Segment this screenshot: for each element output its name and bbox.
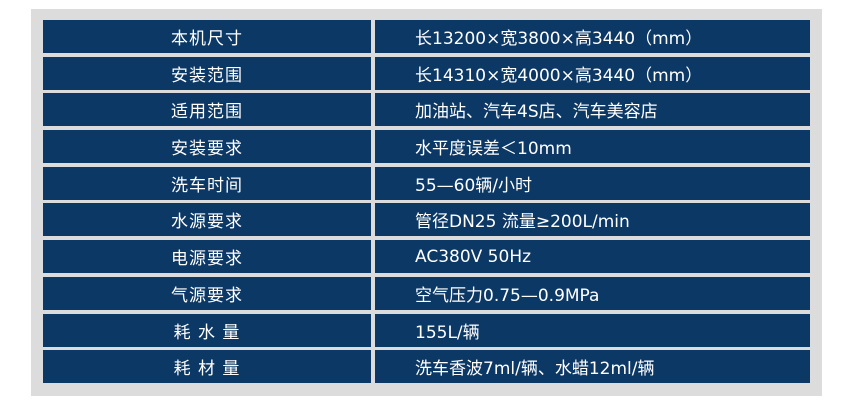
- spec-label: 洗车时间: [43, 166, 371, 200]
- spec-value: AC380V 50Hz: [375, 240, 810, 274]
- spec-label: 安装要求: [43, 130, 371, 164]
- spec-label: 本机尺寸: [43, 20, 371, 53]
- spec-row: 气源要求 空气压力0.75—0.9MPa: [43, 276, 810, 310]
- spec-row: 电源要求 AC380V 50Hz: [43, 240, 810, 274]
- spec-label: 适用范围: [43, 93, 371, 127]
- spec-row: 安装要求 水平度误差＜10mm: [43, 130, 810, 164]
- spec-value: 长14310×宽4000×高3440（mm）: [375, 56, 810, 90]
- spec-row: 洗车时间 55—60辆/小时: [43, 166, 810, 200]
- spec-row: 适用范围 加油站、汽车4S店、汽车美容店: [43, 93, 810, 127]
- spec-row: 安装范围 长14310×宽4000×高3440（mm）: [43, 56, 810, 90]
- spec-value: 空气压力0.75—0.9MPa: [375, 276, 810, 310]
- spec-row: 本机尺寸 长13200×宽3800×高3440（mm）: [43, 20, 810, 53]
- spec-label: 电源要求: [43, 240, 371, 274]
- spec-value: 水平度误差＜10mm: [375, 130, 810, 164]
- spec-label: 气源要求: [43, 276, 371, 310]
- spec-value: 管径DN25 流量≥200L/min: [375, 203, 810, 237]
- spec-row: 耗 水 量 155L/辆: [43, 313, 810, 347]
- spec-row: 耗 材 量洗车香波7ml/辆、水蜡12ml/辆: [43, 350, 810, 384]
- spec-label: 水源要求: [43, 203, 371, 237]
- spec-label: 耗 水 量: [43, 313, 371, 347]
- spec-value: 155L/辆: [375, 313, 810, 347]
- spec-value: 55—60辆/小时: [375, 166, 810, 200]
- spec-label: 耗 材 量: [43, 350, 371, 384]
- spec-row: 水源要求 管径DN25 流量≥200L/min: [43, 203, 810, 237]
- spec-label: 安装范围: [43, 56, 371, 90]
- spec-table: 本机尺寸 长13200×宽3800×高3440（mm） 安装范围 长14310×宽40…: [43, 20, 810, 387]
- spec-value: 长13200×宽3800×高3440（mm）: [375, 20, 810, 53]
- spec-value: 洗车香波7ml/辆、水蜡12ml/辆: [375, 350, 810, 384]
- spec-value: 加油站、汽车4S店、汽车美容店: [375, 93, 810, 127]
